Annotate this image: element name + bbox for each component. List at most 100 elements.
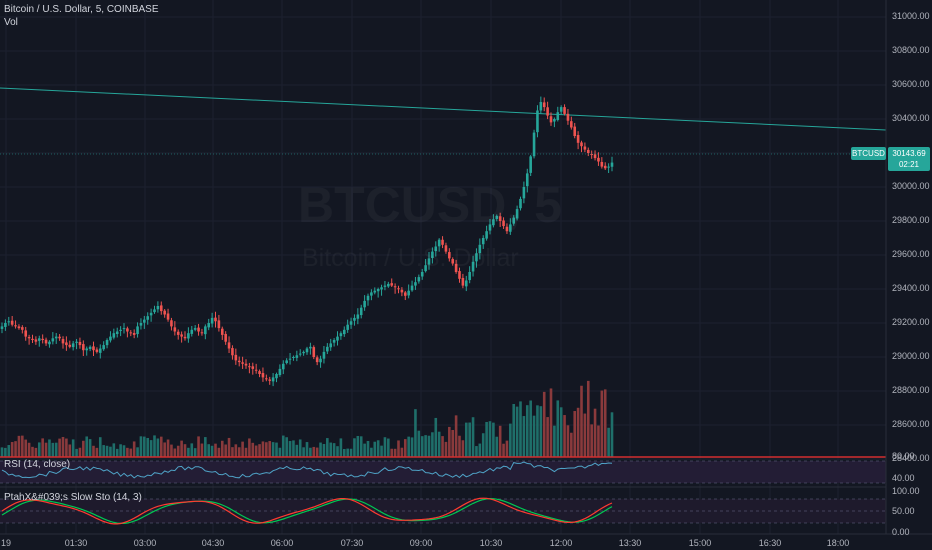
rsi-line xyxy=(1,461,613,479)
price-tick: 29800.00 xyxy=(892,215,930,225)
candle-body xyxy=(159,305,163,312)
candle-body xyxy=(271,377,275,382)
candle-body xyxy=(41,338,44,340)
volume-bar xyxy=(407,436,410,457)
candle-body xyxy=(509,224,512,232)
time-tick: 12:00 xyxy=(549,538,573,548)
candle-body xyxy=(4,323,7,327)
candle-body xyxy=(424,265,427,272)
candle-body xyxy=(183,336,187,339)
volume-bar xyxy=(332,443,336,457)
candle-body xyxy=(519,198,522,209)
volume-bar xyxy=(590,424,593,457)
volume-bar xyxy=(597,425,600,457)
volume-bar xyxy=(217,447,221,457)
volume-bar xyxy=(68,444,72,457)
volume-bar xyxy=(187,447,190,457)
volume-bar xyxy=(576,407,580,457)
candle-body xyxy=(586,149,590,153)
volume-bar xyxy=(129,448,133,457)
candle-body xyxy=(231,348,234,356)
volume-bar xyxy=(376,440,380,457)
volume-bar xyxy=(532,415,536,457)
volume-bar xyxy=(176,445,180,457)
candle-body xyxy=(407,290,410,296)
candle-body xyxy=(193,328,197,330)
symbol-info[interactable]: Bitcoin / U.S. Dollar, 5, COINBASE xyxy=(4,4,159,15)
candle-body xyxy=(400,289,404,293)
candle-body xyxy=(122,328,126,330)
volume-bar xyxy=(359,436,363,457)
volume-bar xyxy=(61,436,65,457)
volume-label[interactable]: Vol xyxy=(4,17,18,28)
candle-body xyxy=(197,327,200,332)
bar-countdown: 02:21 xyxy=(898,160,920,169)
candle-body xyxy=(149,312,153,316)
candle-body xyxy=(393,286,397,288)
candle-body xyxy=(414,282,417,286)
rsi-tick-40: 40.00 xyxy=(892,473,915,483)
volume-bar xyxy=(251,442,255,457)
volume-bar xyxy=(146,437,150,457)
volume-bar xyxy=(305,442,309,457)
volume-bar xyxy=(414,409,417,457)
stoch-label[interactable]: PtahX&#039;s Slow Sto (14, 3) xyxy=(4,492,142,503)
candle-body xyxy=(129,332,133,334)
volume-bar xyxy=(492,422,495,457)
price-tick: 28800.00 xyxy=(892,385,930,395)
volume-bar xyxy=(295,444,299,457)
volume-bar xyxy=(75,448,78,457)
candle-body xyxy=(210,317,214,324)
volume-bar xyxy=(586,380,590,457)
time-tick: 13:30 xyxy=(618,538,642,548)
candle-body xyxy=(471,261,475,272)
volume-bar xyxy=(132,441,136,457)
volume-bar xyxy=(451,429,455,457)
candle-body xyxy=(397,288,400,290)
candle-body xyxy=(542,102,546,108)
volume-bar xyxy=(227,437,231,457)
rsi-label[interactable]: RSI (14, close) xyxy=(4,459,71,470)
candle-body xyxy=(220,328,224,335)
price-tick: 28600.00 xyxy=(892,419,930,429)
volume-bar xyxy=(210,445,214,457)
volume-bar xyxy=(24,439,28,457)
candle-body xyxy=(370,292,373,296)
chart-legend: Bitcoin / U.S. Dollar, 5, COINBASE Vol xyxy=(4,3,159,29)
price-tick: 30600.00 xyxy=(892,79,930,89)
candle-body xyxy=(139,323,143,326)
volume-bar xyxy=(220,440,224,457)
candle-body xyxy=(44,339,48,344)
candle-body xyxy=(278,368,282,376)
candle-body xyxy=(48,341,51,345)
candle-body xyxy=(153,309,156,313)
volume-bar xyxy=(400,447,404,457)
candle-body xyxy=(346,324,349,330)
volume-bar xyxy=(312,446,316,457)
volume-bar xyxy=(383,437,387,457)
volume-bar xyxy=(370,447,373,457)
volume-bar xyxy=(366,440,370,457)
volume-bar xyxy=(285,437,288,457)
volume-bar xyxy=(65,438,68,457)
volume-bar xyxy=(461,440,465,457)
candle-body xyxy=(302,351,305,354)
candle-body xyxy=(566,113,570,121)
volume-bar xyxy=(248,438,251,457)
volume-bar xyxy=(156,438,160,457)
volume-bar xyxy=(468,422,471,457)
candle-body xyxy=(217,320,221,329)
candle-body xyxy=(214,317,217,322)
volume-bar xyxy=(231,447,234,457)
volume-bar xyxy=(478,443,482,457)
candle-body xyxy=(603,165,607,169)
volume-bar xyxy=(580,385,583,457)
volume-bar xyxy=(234,444,238,457)
volume-bar xyxy=(21,435,24,457)
candle-body xyxy=(448,252,451,259)
volume-bar xyxy=(88,439,92,457)
candle-body xyxy=(261,373,265,378)
candle-body xyxy=(431,251,434,258)
volume-bar xyxy=(322,443,326,457)
